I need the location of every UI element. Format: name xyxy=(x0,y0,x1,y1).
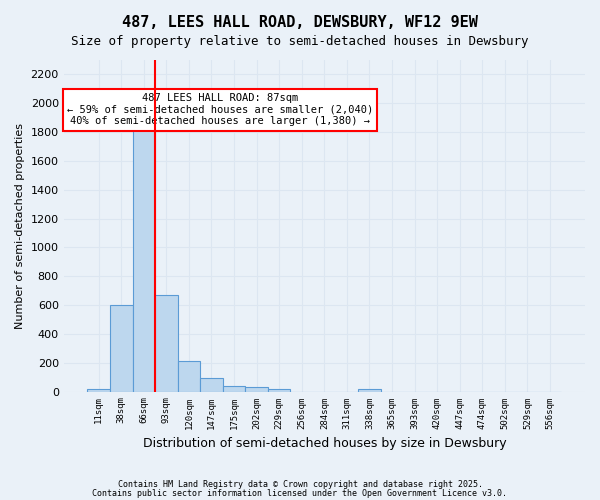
Text: 487, LEES HALL ROAD, DEWSBURY, WF12 9EW: 487, LEES HALL ROAD, DEWSBURY, WF12 9EW xyxy=(122,15,478,30)
Text: Contains public sector information licensed under the Open Government Licence v3: Contains public sector information licen… xyxy=(92,488,508,498)
Text: 487 LEES HALL ROAD: 87sqm
← 59% of semi-detached houses are smaller (2,040)
40% : 487 LEES HALL ROAD: 87sqm ← 59% of semi-… xyxy=(67,93,373,126)
Bar xyxy=(268,388,290,392)
Bar xyxy=(358,388,381,392)
Bar xyxy=(223,386,245,392)
Bar xyxy=(245,386,268,392)
Text: Size of property relative to semi-detached houses in Dewsbury: Size of property relative to semi-detach… xyxy=(71,35,529,48)
Bar xyxy=(133,129,155,392)
Bar xyxy=(200,378,223,392)
Bar xyxy=(178,360,200,392)
Bar xyxy=(155,295,178,392)
Bar xyxy=(110,305,133,392)
Y-axis label: Number of semi-detached properties: Number of semi-detached properties xyxy=(15,123,25,329)
Text: Contains HM Land Registry data © Crown copyright and database right 2025.: Contains HM Land Registry data © Crown c… xyxy=(118,480,482,489)
Bar xyxy=(88,388,110,392)
X-axis label: Distribution of semi-detached houses by size in Dewsbury: Distribution of semi-detached houses by … xyxy=(143,437,506,450)
